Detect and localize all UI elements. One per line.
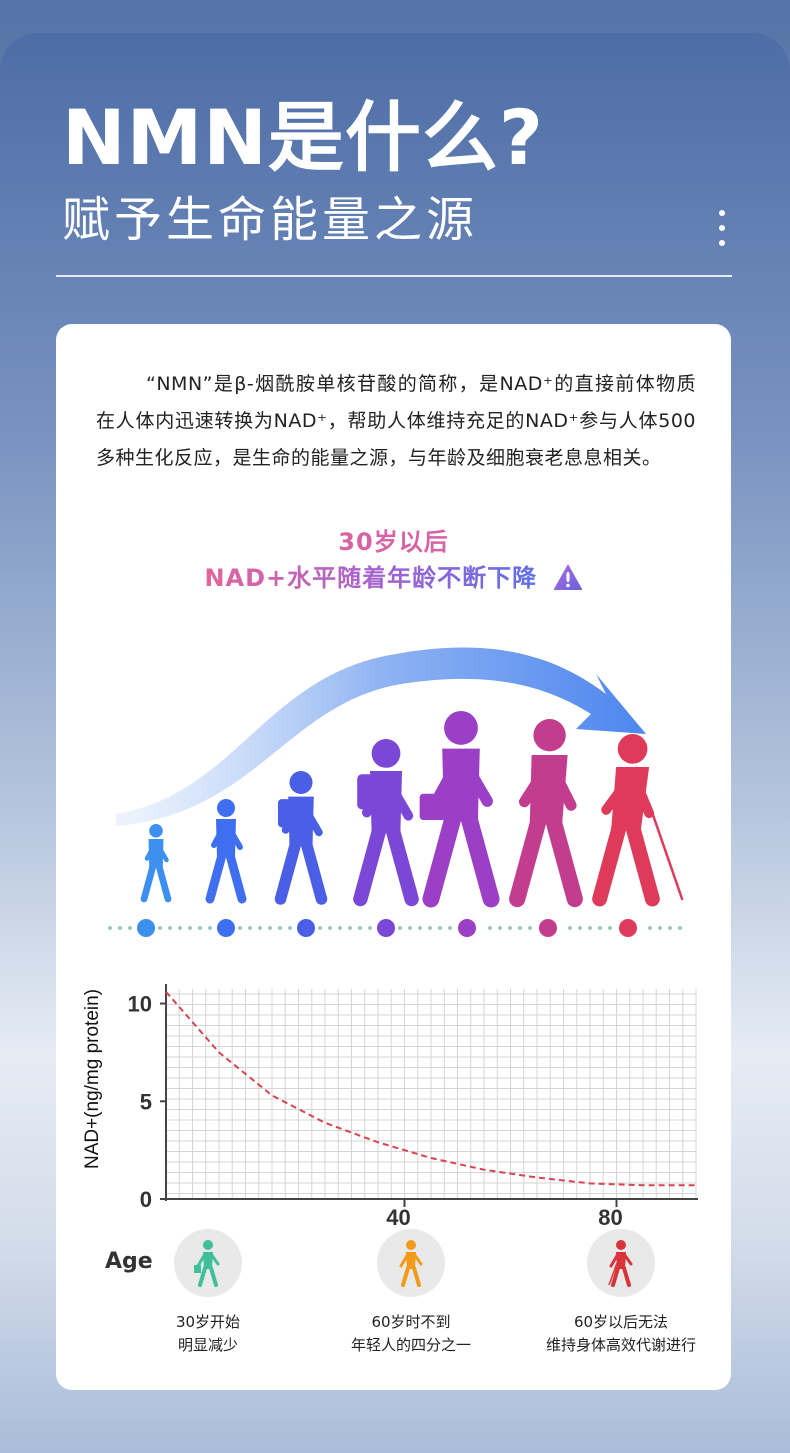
silhouette-teen [353, 739, 419, 907]
stage-30-icon-bg [174, 1229, 242, 1297]
timeline-small-dot [168, 926, 172, 930]
timeline-small-dot [198, 926, 202, 930]
timeline-dot [619, 919, 637, 937]
timeline-small-dot [648, 926, 652, 930]
timeline-small-dot [158, 926, 162, 930]
timeline-small-dot [668, 926, 672, 930]
aging-figure [108, 647, 684, 937]
timeline-small-dot [368, 926, 372, 930]
y-tick-label: 0 [140, 1187, 152, 1212]
timeline-small-dot [508, 926, 512, 930]
timeline-small-dot [678, 926, 682, 930]
chart-grid [165, 989, 697, 1199]
aging-arrow [116, 647, 646, 826]
intro-paragraph: “NMN”是β-烟酰胺单核苷酸的简称，是NAD⁺的直接前体物质在人体内迅速转换为… [96, 373, 696, 469]
timeline-small-dot [578, 926, 582, 930]
y-tick-label: 10 [128, 992, 152, 1017]
stage-60-caption-line1: 60岁时不到 [371, 1313, 451, 1331]
silhouette-toddler [140, 824, 172, 903]
timeline-dots [108, 919, 682, 937]
age-label: Age [105, 1249, 153, 1274]
timeline-small-dot [418, 926, 422, 930]
timeline-small-dot [448, 926, 452, 930]
timeline-small-dot [278, 926, 282, 930]
timeline-small-dot [488, 926, 492, 930]
timeline-dot [539, 919, 557, 937]
timeline-small-dot [528, 926, 532, 930]
timeline-small-dot [588, 926, 592, 930]
timeline-small-dot [268, 926, 272, 930]
stage-60plus-icon-bg [587, 1229, 655, 1297]
stage-60-caption-line2: 年轻人的四分之一 [350, 1336, 471, 1354]
timeline-small-dot [128, 926, 132, 930]
silhouette-middle-aged [509, 719, 583, 908]
header-divider [56, 275, 732, 277]
timeline-small-dot [428, 926, 432, 930]
timeline-small-dot [118, 926, 122, 930]
stage-30-caption-line2: 明显减少 [177, 1336, 238, 1354]
timeline-small-dot [438, 926, 442, 930]
x-tick-label: 40 [386, 1205, 410, 1230]
timeline-dot [137, 919, 155, 937]
warning-icon [553, 564, 582, 590]
running-person-icon [399, 1240, 423, 1287]
silhouette-schoolkid [274, 771, 328, 905]
timeline-small-dot [408, 926, 412, 930]
timeline-small-dot [498, 926, 502, 930]
page-title: NMN是什么? [62, 93, 544, 182]
timeline-small-dot [328, 926, 332, 930]
timeline-small-dot [598, 926, 602, 930]
nad-chart: 10 5 0 40 80 [128, 984, 698, 1230]
stage-30-caption-line1: 30岁开始 [175, 1313, 241, 1331]
stage-30: 30岁开始 明显减少 [118, 1229, 298, 1357]
timeline-dot [297, 919, 315, 937]
nad-decline-line [165, 991, 696, 1187]
timeline-small-dot [398, 926, 402, 930]
timeline-small-dot [248, 926, 252, 930]
timeline-small-dot [188, 926, 192, 930]
silhouette-child [205, 799, 247, 904]
stage-60plus: 60岁以后无法 维持身体高效代谢进行 [531, 1229, 711, 1357]
x-tick-label: 80 [598, 1205, 622, 1230]
timeline-small-dot [208, 926, 212, 930]
silhouette-adult [419, 711, 500, 908]
timeline-small-dot [318, 926, 322, 930]
timeline-small-dot [178, 926, 182, 930]
headline-age: 30岁以后 [338, 528, 449, 556]
timeline-small-dot [338, 926, 342, 930]
timeline-small-dot [238, 926, 242, 930]
timeline-small-dot [288, 926, 292, 930]
timeline-small-dot [658, 926, 662, 930]
timeline-dot [458, 919, 476, 937]
more-options-icon[interactable] [714, 210, 730, 250]
headline-nad-decline: NAD+水平随着年龄不断下降 [56, 558, 731, 593]
timeline-dot [217, 919, 235, 937]
stage-60plus-caption-line1: 60岁以后无法 [573, 1313, 669, 1331]
timeline-small-dot [568, 926, 572, 930]
y-tick-label: 5 [140, 1089, 152, 1114]
walking-person-icon [194, 1240, 220, 1287]
silhouette-group [140, 711, 684, 908]
elderly-person-cane-icon [608, 1240, 633, 1287]
timeline-small-dot [348, 926, 352, 930]
timeline-small-dot [108, 926, 112, 930]
stage-60: 60岁时不到 年轻人的四分之一 [321, 1229, 501, 1357]
silhouette-elderly [592, 734, 684, 907]
stage-60plus-caption-line2: 维持身体高效代谢进行 [545, 1336, 696, 1354]
content-card: “NMN”是β-烟酰胺单核苷酸的简称，是NAD⁺的直接前体物质在人体内迅速转换为… [56, 324, 731, 1390]
timeline-small-dot [608, 926, 612, 930]
page-subtitle: 赋予生命能量之源 [62, 192, 479, 248]
timeline-dot [377, 919, 395, 937]
headline-nad-text: NAD+水平随着年龄不断下降 [204, 564, 538, 592]
timeline-small-dot [518, 926, 522, 930]
timeline-small-dot [258, 926, 262, 930]
stage-60-icon-bg [377, 1229, 445, 1297]
timeline-small-dot [358, 926, 362, 930]
